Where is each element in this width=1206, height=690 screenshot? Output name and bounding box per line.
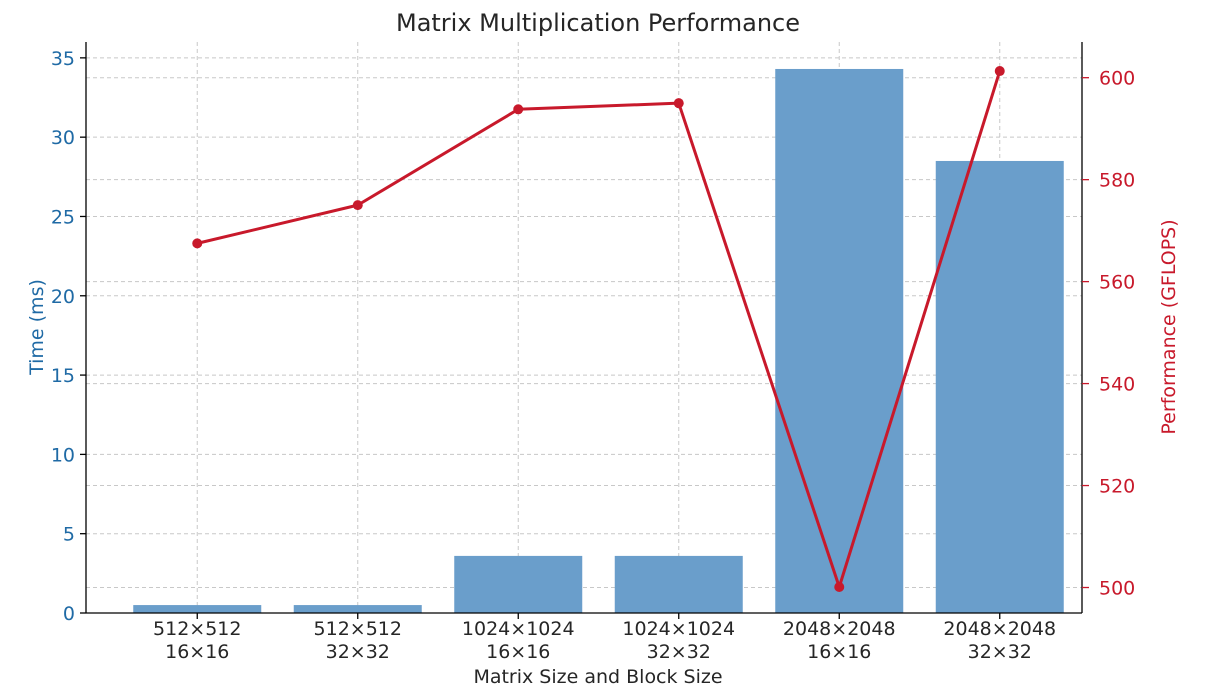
line-path: [196, 70, 1002, 589]
bar: [614, 555, 743, 613]
y-right-tick-label: 520: [1099, 476, 1135, 498]
line-point: [673, 98, 684, 109]
y-left-tick-label: 10: [51, 444, 75, 466]
grid: [86, 42, 1082, 614]
line-series: [192, 66, 1005, 592]
bar-series: [133, 68, 1064, 614]
line-point: [513, 104, 524, 115]
chart-title: Matrix Multiplication Performance: [396, 9, 800, 37]
x-tick-label-size: 1024×1024: [462, 618, 575, 640]
line-point: [352, 200, 363, 211]
x-tick-label-block: 16×16: [807, 641, 871, 663]
y-left-tick-label: 0: [63, 603, 75, 625]
y-right-tick-label: 600: [1099, 68, 1135, 90]
line-point: [994, 66, 1005, 77]
x-tick-label-size: 512×512: [314, 618, 402, 640]
labels: Matrix Multiplication Performance Matrix…: [26, 9, 1180, 688]
x-tick-label-block: 16×16: [165, 641, 229, 663]
x-tick-label-size: 1024×1024: [622, 618, 735, 640]
y-left-tick-label: 15: [51, 365, 75, 387]
bar: [454, 555, 583, 613]
axes: 05101520253035500520540560580600512×5121…: [51, 42, 1135, 663]
x-tick-label-block: 32×32: [326, 641, 390, 663]
y-left-tick-label: 30: [51, 127, 75, 149]
y-right-tick-label: 500: [1099, 578, 1135, 600]
y-right-tick-label: 560: [1099, 272, 1135, 294]
line-point: [192, 238, 203, 249]
y-right-tick-label: 580: [1099, 170, 1135, 192]
x-tick-label-block: 16×16: [486, 641, 550, 663]
y-left-tick-label: 20: [51, 286, 75, 308]
bar: [293, 605, 422, 613]
y-right-tick-label: 540: [1099, 374, 1135, 396]
x-tick-label-size: 2048×2048: [943, 618, 1056, 640]
y-left-axis-label: Time (ms): [26, 279, 48, 376]
bar: [935, 160, 1064, 614]
bar: [133, 605, 262, 613]
x-tick-label-block: 32×32: [968, 641, 1032, 663]
line-point: [834, 581, 845, 592]
y-right-axis-label: Performance (GFLOPS): [1158, 219, 1180, 434]
x-tick-label-block: 32×32: [647, 641, 711, 663]
y-left-tick-label: 5: [63, 524, 75, 546]
y-left-tick-label: 25: [51, 206, 75, 228]
x-axis-label: Matrix Size and Block Size: [473, 666, 722, 688]
bar: [775, 68, 904, 614]
x-tick-label-size: 512×512: [153, 618, 241, 640]
y-left-tick-label: 35: [51, 48, 75, 70]
x-tick-label-size: 2048×2048: [783, 618, 896, 640]
